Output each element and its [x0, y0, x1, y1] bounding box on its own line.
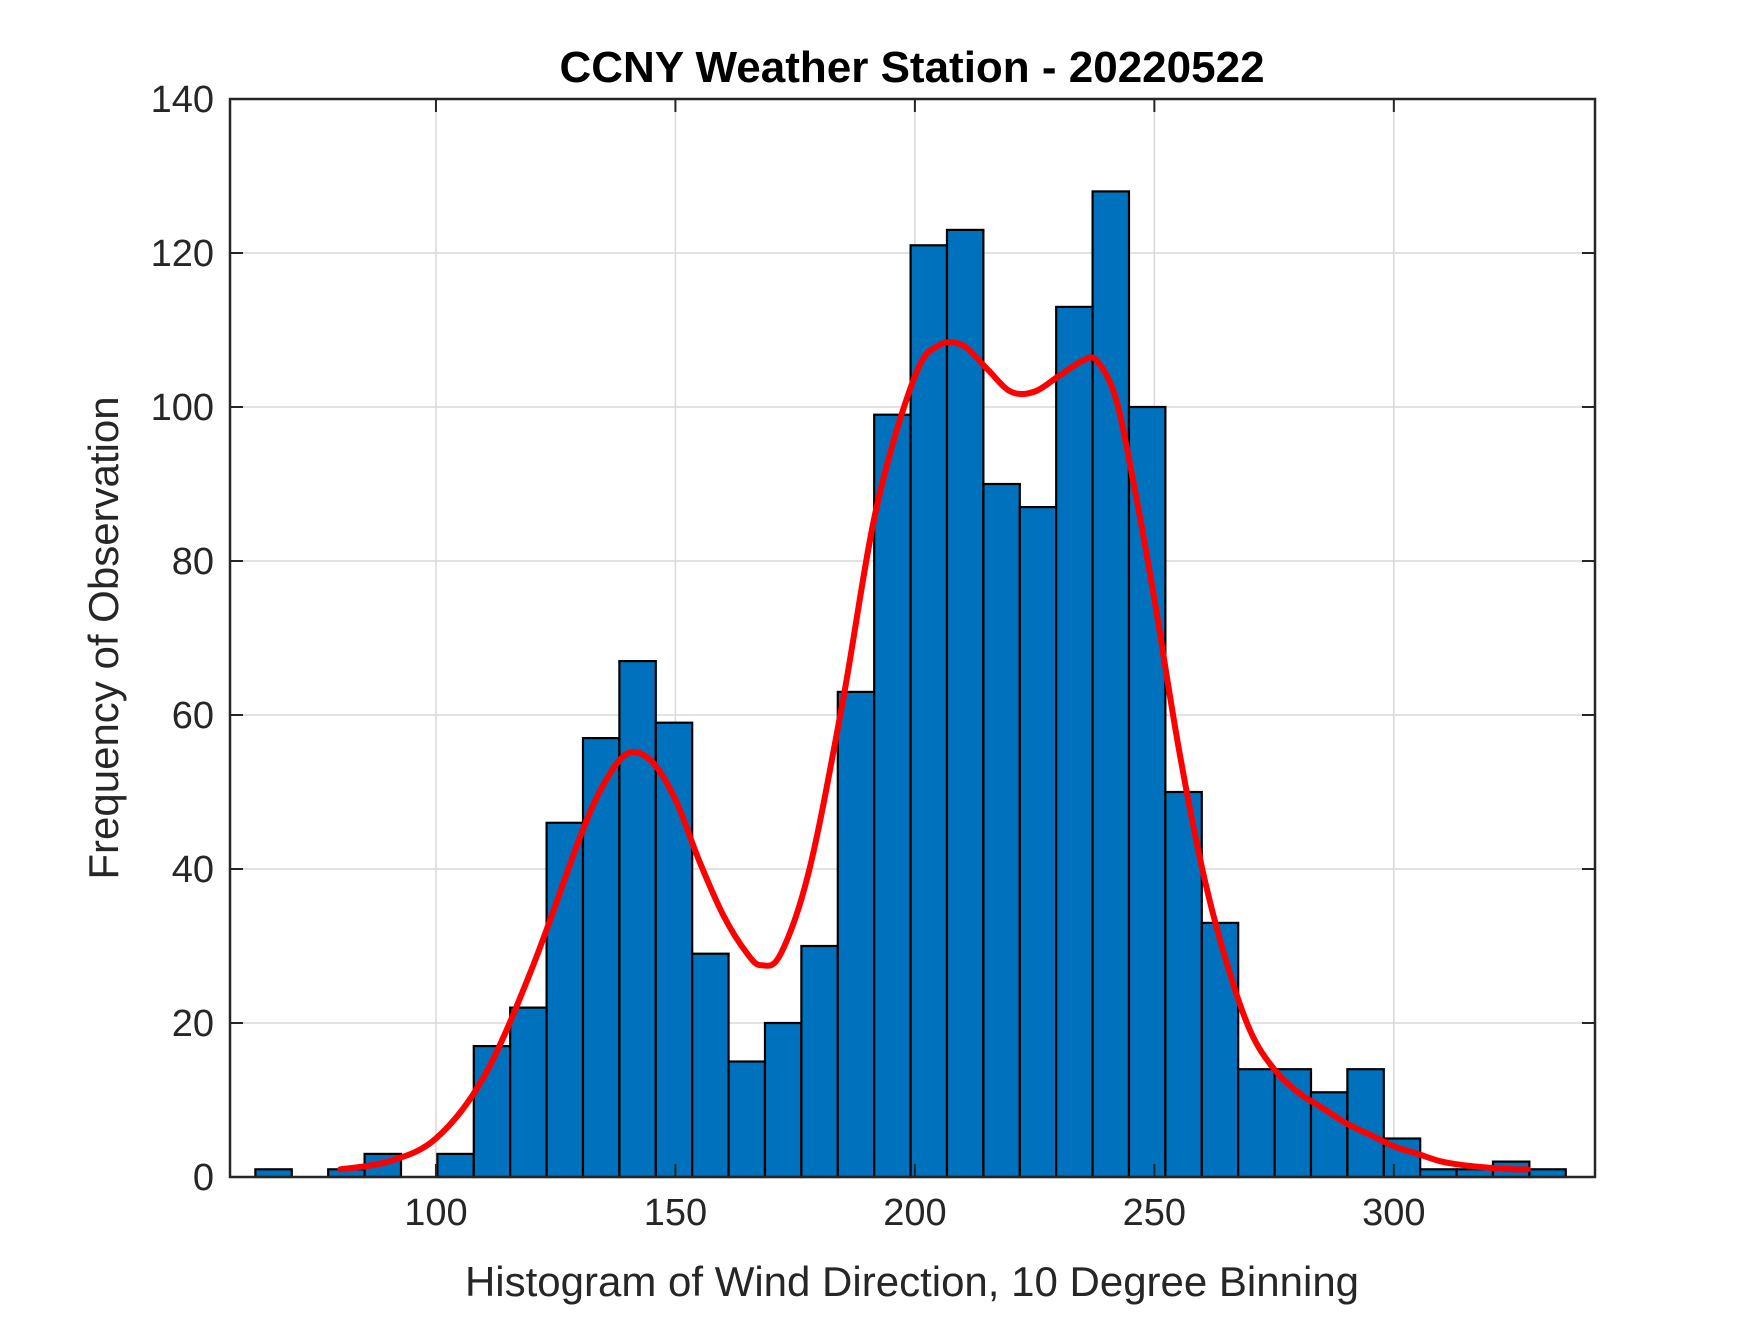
histogram-bar	[1127, 405, 1167, 1179]
y-tick-label: 40	[172, 849, 214, 891]
y-tick-label: 80	[172, 541, 214, 583]
histogram-bars	[254, 190, 1567, 1179]
histogram-bar	[509, 1006, 548, 1179]
y-tick-label: 0	[193, 1157, 214, 1199]
histogram-bar	[1237, 1068, 1276, 1179]
histogram-bar	[436, 1152, 475, 1179]
density-curve-line	[337, 339, 1531, 1173]
histogram-bar	[727, 1060, 767, 1179]
histogram-bar	[873, 413, 912, 1179]
histogram-bar	[1018, 506, 1058, 1179]
x-tick-label: 150	[644, 1192, 707, 1234]
x-tick-label: 250	[1123, 1192, 1186, 1234]
histogram-bar	[909, 244, 949, 1179]
histogram-bar	[945, 228, 985, 1179]
histogram-bar	[1200, 921, 1240, 1179]
x-tick-labels: 100 150 200 250 300	[404, 1192, 1425, 1234]
histogram-bar	[1091, 190, 1131, 1179]
y-tick-label: 60	[172, 695, 214, 737]
histogram-bar	[1346, 1068, 1385, 1179]
y-tick-labels: 0 20 40 60 80 100 120 140	[151, 79, 214, 1199]
x-tick-label: 300	[1362, 1192, 1425, 1234]
y-tick-label: 140	[151, 79, 214, 121]
x-tick-label: 100	[404, 1192, 467, 1234]
x-tick-label: 200	[883, 1192, 946, 1234]
chart-title: CCNY Weather Station - 20220522	[559, 43, 1264, 92]
histogram-bar	[1055, 305, 1094, 1179]
histogram-bar	[763, 1021, 803, 1179]
axis-ticks	[230, 98, 1595, 1178]
density-curve-layer	[337, 339, 1531, 1173]
histogram-bar	[800, 944, 839, 1179]
histogram-bar	[1164, 790, 1203, 1179]
histogram-bar	[691, 952, 730, 1179]
axes-box	[228, 97, 1597, 1179]
y-tick-label: 120	[151, 233, 214, 275]
y-axis-label: Frequency of Observation	[80, 396, 127, 879]
histogram-bar	[982, 482, 1021, 1179]
x-axis-label: Histogram of Wind Direction, 10 Degree B…	[465, 1258, 1359, 1305]
y-tick-label: 100	[151, 387, 214, 429]
histogram-bar	[618, 659, 657, 1179]
histogram-bar	[836, 690, 876, 1179]
y-tick-label: 20	[172, 1003, 214, 1045]
histogram-bar	[581, 736, 621, 1179]
